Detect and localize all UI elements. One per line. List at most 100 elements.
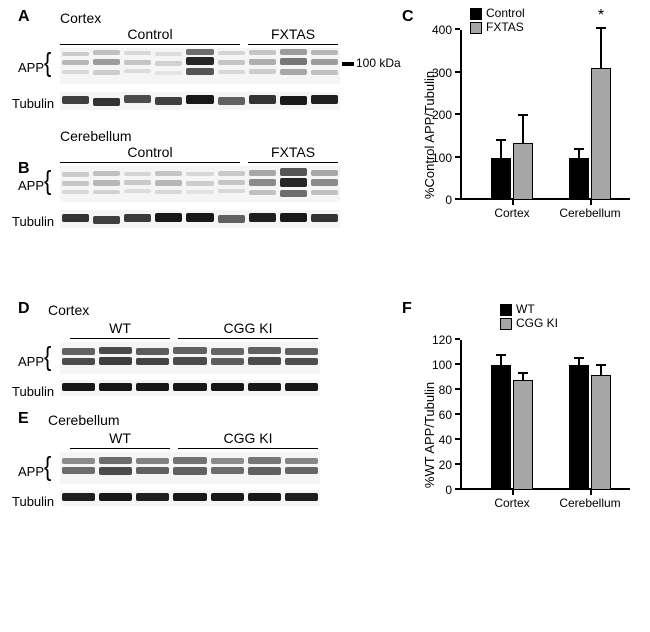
tick-label-x: Cerebellum	[559, 206, 620, 220]
tick-label-y: 40	[439, 433, 452, 447]
panel-label-d: D	[18, 300, 30, 318]
chart-f: 020406080100120%WT APP/TubulinCortexCere…	[460, 340, 630, 510]
band	[248, 467, 281, 475]
band	[62, 467, 95, 474]
band	[62, 458, 95, 464]
error-cap	[596, 27, 606, 29]
band	[249, 190, 276, 195]
band	[136, 383, 169, 391]
band	[124, 51, 151, 55]
band	[155, 71, 182, 75]
band	[211, 458, 244, 464]
brace-e-app: {	[44, 451, 51, 482]
error-cap	[596, 364, 606, 366]
lane	[173, 380, 206, 396]
bar	[569, 158, 589, 201]
group-line-d-wt	[70, 338, 170, 339]
blot-e-tub	[60, 490, 320, 506]
band	[173, 357, 206, 365]
lane	[249, 210, 276, 228]
lane	[211, 490, 244, 506]
band	[249, 59, 276, 65]
band	[218, 60, 245, 65]
blot-a-app	[60, 48, 340, 84]
blot-e-app	[60, 452, 320, 484]
band	[173, 457, 206, 464]
lane	[285, 380, 318, 396]
group-label-b-fxtas: FXTAS	[248, 144, 338, 160]
error-cap	[496, 139, 506, 141]
error-cap	[518, 114, 528, 116]
axis-y	[460, 340, 462, 490]
brace-d-app: {	[44, 341, 51, 372]
legend: WTCGG KI	[500, 302, 558, 330]
blot-d-app	[60, 342, 320, 374]
lane	[124, 210, 151, 228]
lane	[99, 490, 132, 506]
band	[124, 60, 151, 65]
legend-label: WT	[516, 302, 535, 316]
band	[218, 51, 245, 55]
tick-y	[455, 363, 460, 365]
region-label-b: Cerebellum	[60, 128, 132, 144]
brace-b-app: {	[44, 165, 51, 196]
axis-y	[460, 30, 462, 200]
group-label-d-cgg: CGG KI	[178, 320, 318, 336]
lane	[99, 342, 132, 374]
tick-label-y: 60	[439, 408, 452, 422]
lane	[249, 92, 276, 110]
tick-y	[455, 338, 460, 340]
tick-y	[455, 156, 460, 158]
lane	[280, 166, 307, 202]
lane	[285, 342, 318, 374]
band	[186, 181, 213, 186]
group-label-e-wt: WT	[70, 430, 170, 446]
band	[93, 180, 120, 186]
band	[248, 357, 281, 365]
lane	[62, 490, 95, 506]
error-cap	[518, 372, 528, 374]
band	[136, 358, 169, 365]
legend-item: CGG KI	[500, 316, 558, 330]
band	[155, 171, 182, 176]
band	[285, 467, 318, 474]
panel-label-c: C	[402, 8, 414, 26]
lane	[62, 452, 95, 484]
band	[285, 458, 318, 464]
lane	[124, 92, 151, 110]
region-label-e: Cerebellum	[48, 412, 120, 428]
lane	[218, 92, 245, 110]
group-label-e-cgg: CGG KI	[178, 430, 318, 446]
band	[249, 213, 276, 222]
band	[311, 70, 338, 75]
tick-label-x: Cerebellum	[559, 496, 620, 510]
row-label-d-tub: Tubulin	[12, 384, 54, 399]
lane	[99, 452, 132, 484]
group-label-a-control: Control	[60, 26, 240, 42]
band	[311, 170, 338, 176]
band	[155, 97, 182, 105]
lane	[136, 380, 169, 396]
band	[62, 348, 95, 355]
band	[248, 493, 281, 501]
band	[249, 69, 276, 74]
band	[280, 178, 307, 187]
lane	[218, 210, 245, 228]
band	[62, 181, 89, 186]
lane	[280, 210, 307, 228]
band	[62, 70, 89, 74]
lane	[155, 210, 182, 228]
band	[211, 493, 244, 501]
y-axis-title: %Control APP/Tubulin	[422, 71, 437, 199]
band	[248, 383, 281, 391]
band	[218, 215, 245, 223]
row-label-b-tub: Tubulin	[12, 214, 54, 229]
lane	[248, 452, 281, 484]
band	[280, 96, 307, 105]
band	[124, 69, 151, 73]
band	[280, 213, 307, 222]
lane	[249, 48, 276, 84]
band	[62, 214, 89, 222]
lane	[248, 342, 281, 374]
tick-label-x: Cortex	[494, 206, 529, 220]
